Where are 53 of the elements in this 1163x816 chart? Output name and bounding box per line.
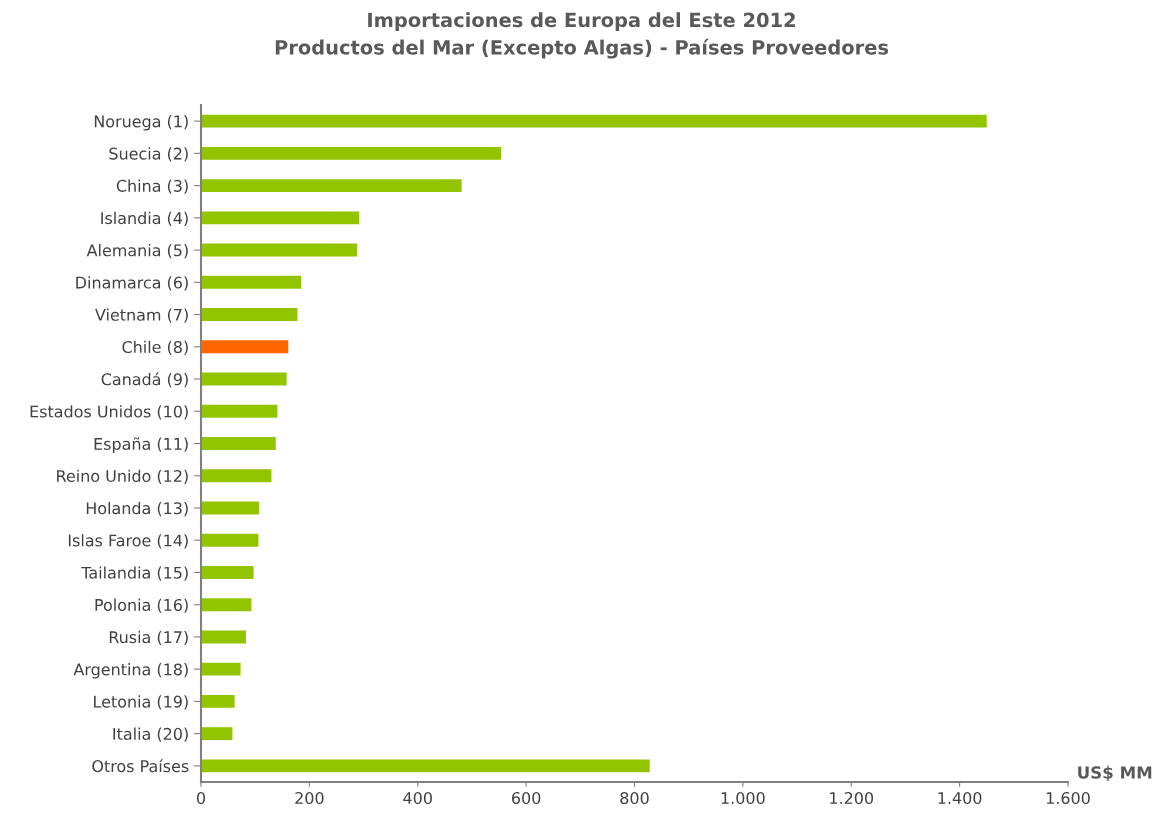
y-tick-label: Polonia (16) [95,598,188,613]
x-tick-label: 1.600 [1046,792,1090,805]
bar [201,340,289,354]
bar [201,437,276,450]
bar [201,114,987,128]
bar [201,598,252,612]
x-tick-label: 1.400 [938,792,982,805]
y-tick-label: Alemania (5) [86,244,188,259]
y-tick-label: Vietnam (7) [95,308,188,323]
y-tick-label: China (3) [116,179,188,194]
bar [201,630,246,644]
bar [201,146,502,160]
bar [201,759,650,773]
bar [201,566,254,579]
y-tick-label: Islas Faroe (14) [68,534,188,549]
bar [201,308,298,321]
bar [201,662,241,676]
y-tick-label: Canadá (9) [101,372,188,388]
bar [201,372,287,386]
y-tick-label: Otros Países [92,759,189,773]
y-tick-label: Tailandia (15) [81,566,188,581]
x-tick-label: 400 [403,792,432,805]
y-tick-label: Suecia (2) [109,147,188,162]
y-tick-label: Argentina (18) [73,663,188,679]
x-tick-label: 200 [295,792,324,805]
bar [201,211,360,225]
bar [201,501,259,515]
x-tick-label: 1.200 [830,792,874,805]
y-tick-label: Islandia (4) [101,211,188,227]
y-tick-label: Chile (8) [122,340,188,355]
x-tick-label: 1.000 [721,792,765,805]
bar [201,275,302,289]
y-tick-label: Italia (20) [113,727,188,742]
bar [201,179,462,193]
y-tick-label: España (11) [94,437,188,454]
bar [201,533,259,547]
bar [201,243,358,257]
x-tick-label: 0 [196,792,206,805]
bar [201,727,233,741]
y-tick-label: Noruega (1) [94,115,188,131]
chart-title: Importaciones de Europa del Este 2012 Productos del Mar (Excepto Algas) - Países Proveedores [275,12,889,59]
bar [201,404,278,418]
y-tick-label: Estados Unidos (10) [30,405,188,420]
y-tick-label: Reino Unido (12) [57,469,188,484]
bar [201,469,272,483]
y-tick-label: Rusia (17) [109,630,188,646]
x-tick-label: 800 [620,792,649,805]
bar [201,694,235,708]
x-axis-title: US$ MM [1078,765,1152,781]
x-tick-label: 600 [512,792,541,805]
y-tick-label: Dinamarca (6) [76,276,188,291]
y-tick-label: Letonia (19) [94,695,188,710]
y-tick-label: Holanda (13) [86,501,188,517]
